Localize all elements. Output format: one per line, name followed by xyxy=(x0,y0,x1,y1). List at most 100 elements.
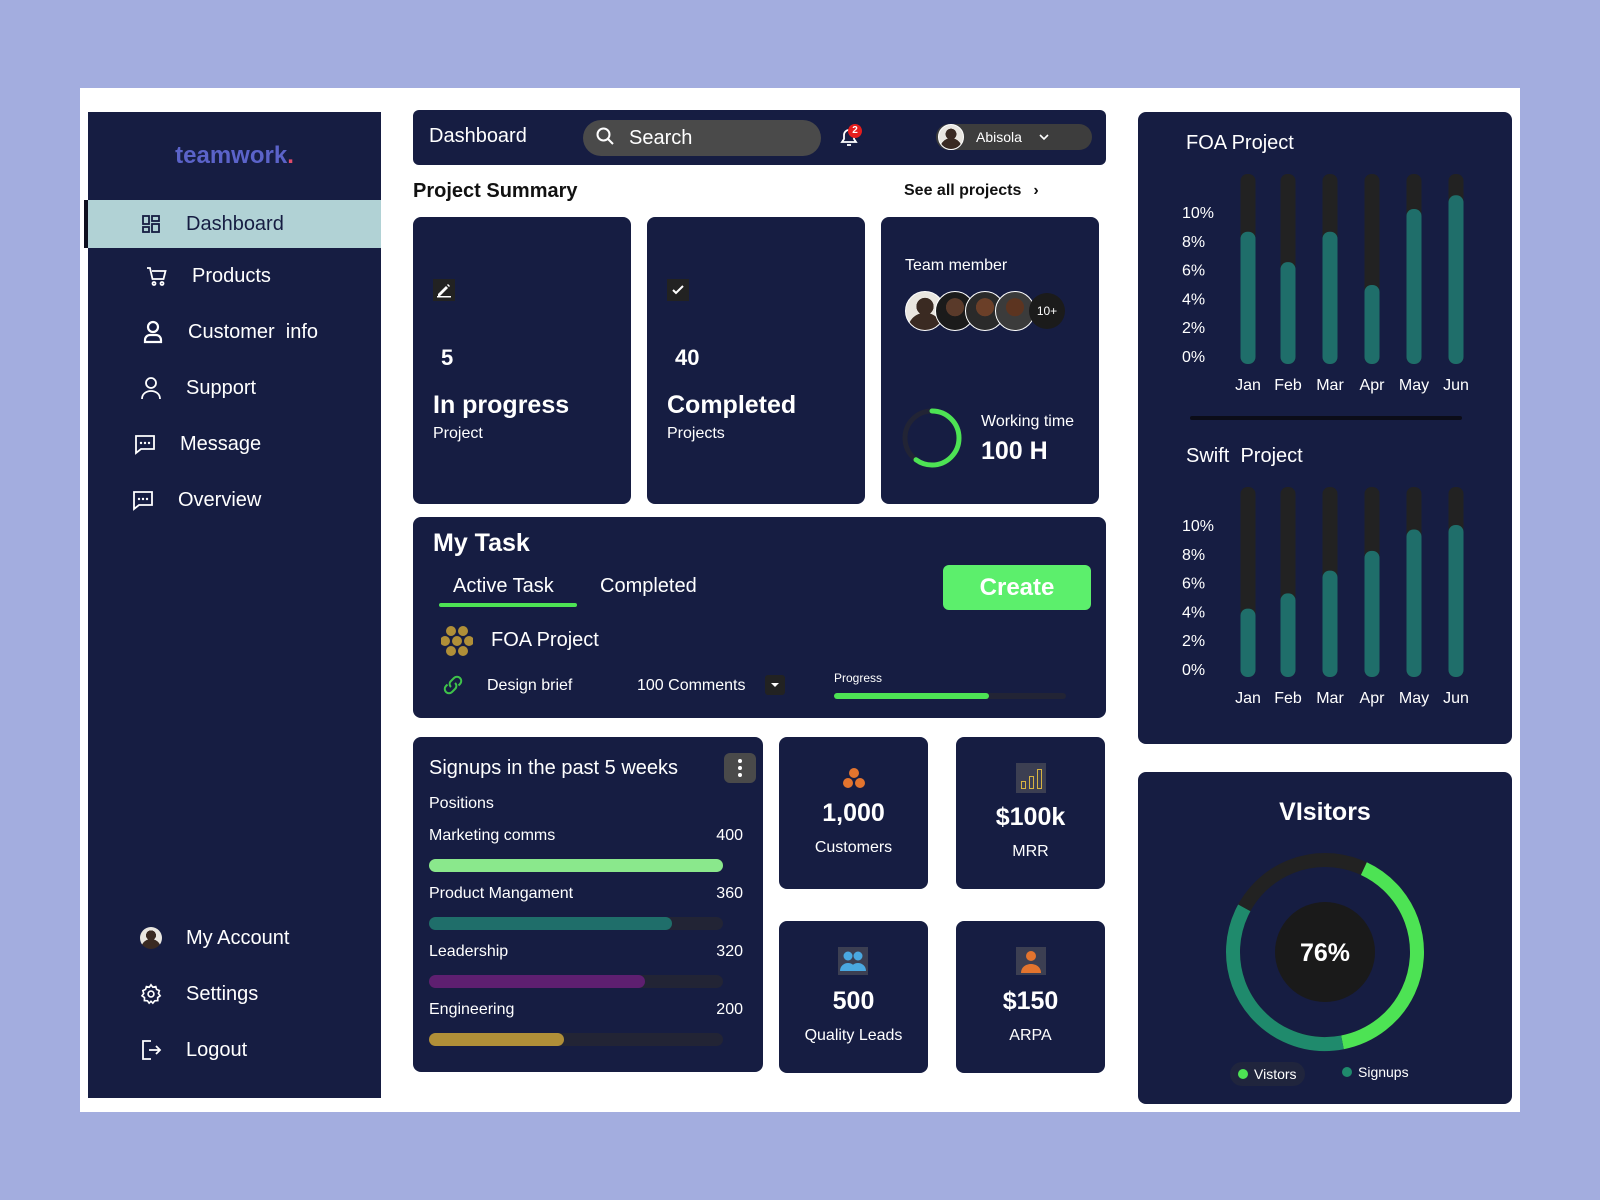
bar-apr[interactable] xyxy=(1364,284,1380,364)
donut-center xyxy=(1275,902,1375,1002)
search-box[interactable] xyxy=(583,120,821,156)
y-tick-label: 0% xyxy=(1182,349,1205,366)
stat-card-mrr[interactable]: $100k MRR xyxy=(956,737,1105,889)
bar-jan[interactable] xyxy=(1240,608,1256,677)
signup-bar-track xyxy=(429,917,723,930)
bar-chart-icon xyxy=(1016,763,1046,793)
logo[interactable]: teamwork. xyxy=(175,142,294,169)
bar-jan[interactable] xyxy=(1240,231,1256,364)
message-icon xyxy=(130,487,156,513)
my-task-title: My Task xyxy=(433,529,530,557)
y-tick-label: 0% xyxy=(1182,662,1205,679)
sidebar-item-label: Message xyxy=(180,432,262,455)
bar-apr[interactable] xyxy=(1364,550,1380,677)
comments-dropdown[interactable] xyxy=(765,675,785,695)
chart-title-swift: Swift Project xyxy=(1186,445,1303,467)
signup-row-value: 360 xyxy=(716,885,743,902)
bar-feb[interactable] xyxy=(1280,262,1296,364)
bar-may[interactable] xyxy=(1406,208,1422,364)
see-all-projects-link[interactable]: See all projects › xyxy=(904,182,1039,199)
team-card: Team member 10+ Working time 100 H xyxy=(881,217,1099,504)
search-input[interactable] xyxy=(629,126,799,150)
mrr-label: MRR xyxy=(1012,843,1049,860)
y-tick-label: 10% xyxy=(1182,518,1214,535)
chart-divider xyxy=(1190,416,1462,420)
team-avatar xyxy=(995,291,1035,331)
create-button[interactable]: Create xyxy=(943,565,1091,610)
link-icon xyxy=(441,673,465,702)
sidebar-item-support[interactable]: Support xyxy=(88,364,381,412)
x-tick-label: May xyxy=(1399,690,1429,707)
in-progress-count: 5 xyxy=(441,345,454,370)
donut-slice-signups[interactable] xyxy=(1223,850,1427,1054)
x-tick-label: Apr xyxy=(1360,377,1386,394)
sidebar-item-label: Customer info xyxy=(188,320,319,343)
gear-icon xyxy=(138,981,164,1007)
visitors-donut: 76% xyxy=(1223,850,1427,1054)
sidebar-item-overview[interactable]: Overview xyxy=(88,476,381,524)
stat-card-quality-leads[interactable]: 500 Quality Leads xyxy=(779,921,928,1073)
edit-icon xyxy=(433,279,455,301)
task-brief[interactable]: Design brief xyxy=(487,677,573,694)
active-indicator xyxy=(84,200,90,248)
bar-feb[interactable] xyxy=(1280,593,1296,677)
x-tick-label: Mar xyxy=(1316,690,1344,707)
signup-row-value: 320 xyxy=(716,943,743,960)
account-avatar xyxy=(138,925,164,951)
tab-completed[interactable]: Completed xyxy=(600,575,697,597)
swift-bar-chart: 0% 2% 4% 6% 8% 10% Jan Feb Mar Apr May Jun xyxy=(1182,487,1469,707)
signup-bar-track xyxy=(429,859,723,872)
y-tick-label: 4% xyxy=(1182,604,1205,621)
bar-may[interactable] xyxy=(1406,529,1422,677)
notification-bell[interactable]: 2 xyxy=(838,124,864,150)
legend-signups: Signups xyxy=(1334,1060,1417,1084)
chevron-down-icon xyxy=(1038,129,1050,145)
signup-row-value: 200 xyxy=(716,1001,743,1018)
visitors-card: VIsitors 76% Vistors Signups xyxy=(1138,772,1512,1104)
sidebar-item-message[interactable]: Message xyxy=(88,420,381,468)
quality-leads-value: 500 xyxy=(832,987,875,1015)
x-tick-label: Feb xyxy=(1274,690,1302,707)
foa-bar-chart: 0% 2% 4% 6% 8% 10% Jan Feb Mar Apr May Jun xyxy=(1182,174,1469,394)
y-tick-label: 2% xyxy=(1182,320,1205,337)
sidebar-item-products[interactable]: Products xyxy=(88,252,381,300)
task-progress-fill xyxy=(834,693,990,699)
task-comments[interactable]: 100 Comments xyxy=(637,677,746,694)
sidebar-item-dashboard[interactable]: Dashboard xyxy=(88,200,381,248)
bar-jun[interactable] xyxy=(1448,525,1464,677)
quality-leads-label: Quality Leads xyxy=(804,1027,903,1044)
more-options-button[interactable] xyxy=(724,753,756,783)
team-avatars[interactable]: 10+ xyxy=(905,291,1065,331)
signup-bar-fill xyxy=(429,1033,565,1046)
sidebar-item-label: Settings xyxy=(186,982,259,1005)
y-tick-label: 8% xyxy=(1182,234,1205,251)
stat-card-arpa[interactable]: $150 ARPA xyxy=(956,921,1105,1073)
completed-card[interactable]: 40 Completed Projects xyxy=(647,217,865,504)
user-menu[interactable]: Abisola xyxy=(936,124,1092,150)
stat-card-customers[interactable]: 1,000 Customers xyxy=(779,737,928,889)
bar-mar[interactable] xyxy=(1322,231,1338,364)
signups-title: Signups in the past 5 weeks xyxy=(429,757,679,779)
signups-subtitle: Positions xyxy=(429,795,494,812)
in-progress-card[interactable]: 5 In progress Project xyxy=(413,217,631,504)
in-progress-sub: Project xyxy=(433,425,483,442)
sidebar-item-my-account[interactable]: My Account xyxy=(88,914,381,962)
tab-active-task[interactable]: Active Task xyxy=(453,575,554,597)
sidebar-item-label: Support xyxy=(186,376,257,399)
team-avatar xyxy=(905,291,945,331)
team-title: Team member xyxy=(905,257,1008,274)
sidebar-item-customer-info[interactable]: Customer info xyxy=(88,308,381,356)
user-avatar xyxy=(938,124,964,150)
team-avatar xyxy=(965,291,1005,331)
task-progress-track xyxy=(834,693,1066,699)
signup-bar-fill xyxy=(429,917,673,930)
bar-jun[interactable] xyxy=(1448,195,1464,364)
sidebar-item-settings[interactable]: Settings xyxy=(88,970,381,1018)
project-charts-card: FOA Project 0% 2% 4% 6% 8% 10% Jan Feb Mar Apr May… xyxy=(1138,112,1512,744)
bar-mar[interactable] xyxy=(1322,570,1338,677)
signups-card: Signups in the past 5 weeks Positions Ma… xyxy=(413,737,763,1072)
x-tick-label: Jan xyxy=(1235,690,1261,707)
sidebar-item-logout[interactable]: Logout xyxy=(88,1026,381,1074)
sidebar-item-label: Logout xyxy=(186,1038,248,1061)
signup-bar-fill xyxy=(429,975,646,988)
